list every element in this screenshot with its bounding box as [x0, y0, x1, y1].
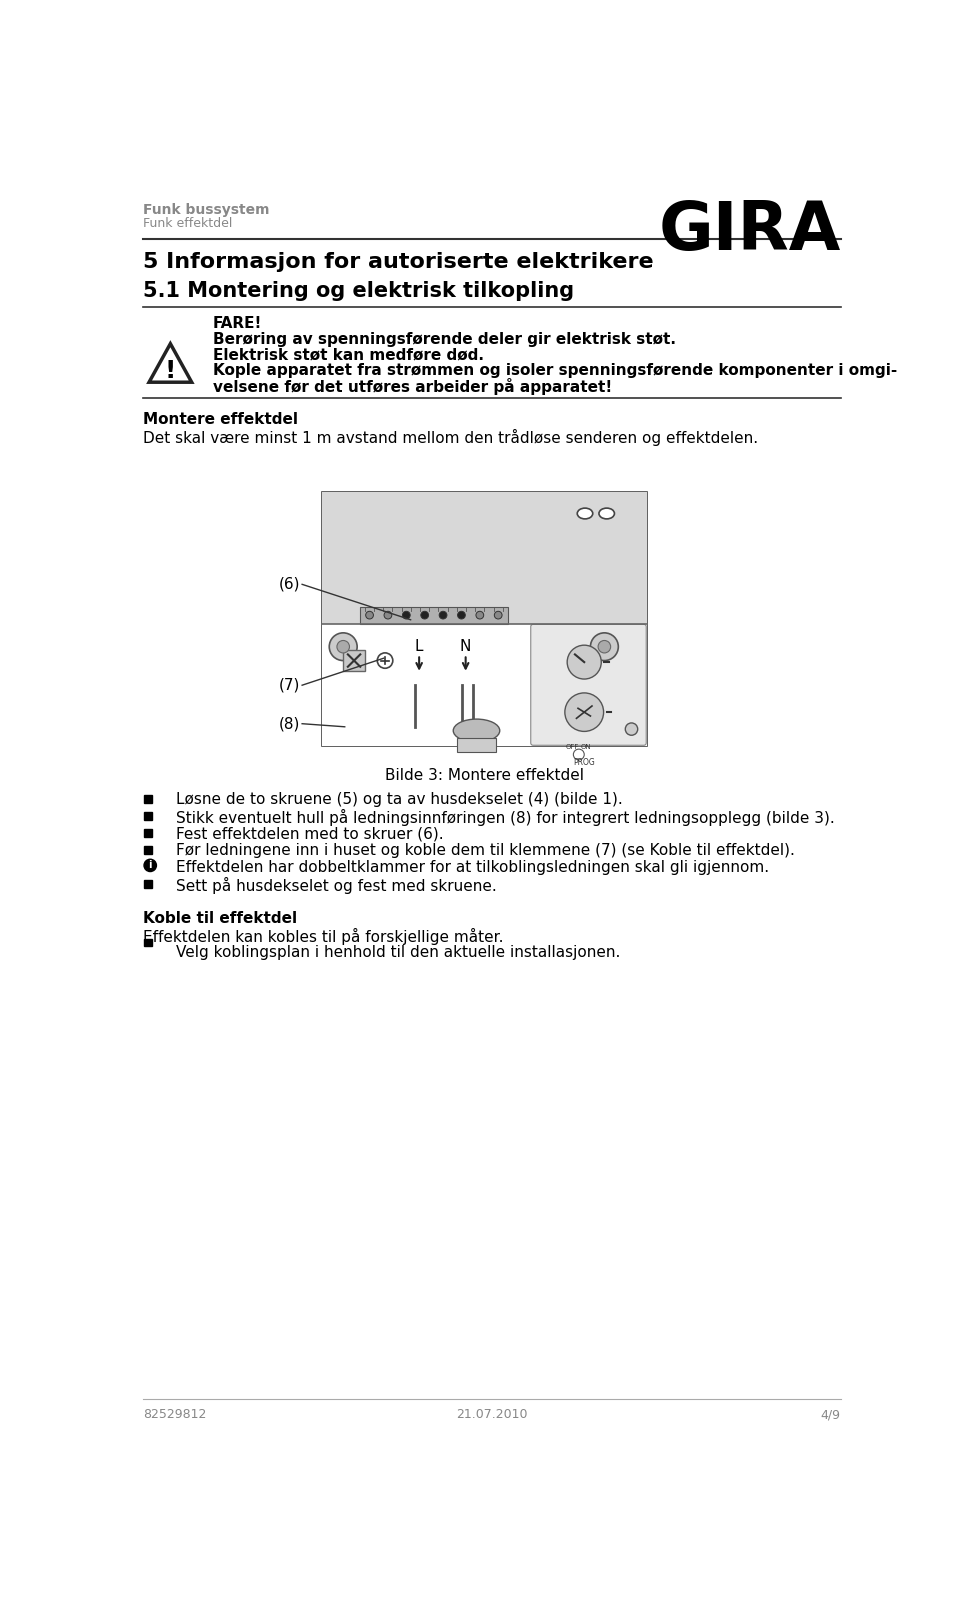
FancyBboxPatch shape: [322, 623, 647, 746]
Ellipse shape: [439, 612, 447, 620]
Circle shape: [144, 859, 156, 872]
Text: (7): (7): [278, 677, 300, 693]
Text: Før ledningene inn i huset og koble dem til klemmene (7) (se Koble til effektdel: Før ledningene inn i huset og koble dem …: [176, 843, 795, 858]
Text: L: L: [415, 639, 423, 655]
Text: Effektdelen har dobbeltklammer for at tilkoblingsledningen skal gli igjennom.: Effektdelen har dobbeltklammer for at ti…: [176, 861, 769, 875]
Ellipse shape: [366, 612, 373, 620]
Text: 21.07.2010: 21.07.2010: [456, 1409, 528, 1421]
Text: PROG: PROG: [573, 757, 595, 767]
Ellipse shape: [337, 640, 349, 653]
Ellipse shape: [590, 632, 618, 661]
Ellipse shape: [377, 653, 393, 668]
Ellipse shape: [402, 612, 410, 620]
Ellipse shape: [577, 508, 592, 519]
FancyBboxPatch shape: [144, 939, 152, 947]
Text: FARE!: FARE!: [213, 316, 262, 332]
FancyBboxPatch shape: [144, 829, 152, 837]
FancyBboxPatch shape: [531, 624, 646, 746]
Text: 5 Informasjon for autoriserte elektrikere: 5 Informasjon for autoriserte elektriker…: [143, 252, 654, 271]
Text: i: i: [149, 861, 152, 870]
FancyBboxPatch shape: [360, 607, 508, 623]
Ellipse shape: [494, 612, 502, 620]
FancyBboxPatch shape: [457, 738, 496, 752]
Ellipse shape: [384, 612, 392, 620]
Text: OFF: OFF: [565, 744, 579, 751]
Text: ON: ON: [581, 744, 591, 751]
Text: 4/9: 4/9: [821, 1409, 841, 1421]
Ellipse shape: [476, 612, 484, 620]
Text: Sett på husdekselet og fest med skruene.: Sett på husdekselet og fest med skruene.: [176, 877, 496, 894]
Text: 5.1 Montering og elektrisk tilkopling: 5.1 Montering og elektrisk tilkopling: [143, 281, 574, 300]
Text: Det skal være minst 1 m avstand mellom den trådløse senderen og effektdelen.: Det skal være minst 1 m avstand mellom d…: [143, 430, 758, 446]
Text: Funk bussystem: Funk bussystem: [143, 203, 270, 217]
Text: Berøring av spenningsførende deler gir elektrisk støt.: Berøring av spenningsførende deler gir e…: [213, 332, 676, 347]
Ellipse shape: [329, 632, 357, 661]
FancyBboxPatch shape: [144, 813, 152, 819]
FancyBboxPatch shape: [144, 846, 152, 854]
Ellipse shape: [599, 508, 614, 519]
FancyBboxPatch shape: [344, 650, 365, 671]
Text: Fest effektdelen med to skruer (6).: Fest effektdelen med to skruer (6).: [176, 826, 444, 842]
Text: Stikk eventuelt hull på ledningsinnføringen (8) for integrert ledningsopplegg (b: Stikk eventuelt hull på ledningsinnførin…: [176, 810, 834, 826]
Text: Kople apparatet fra strømmen og isoler spenningsførende komponenter i omgi-: Kople apparatet fra strømmen og isoler s…: [213, 363, 898, 377]
Text: Bilde 3: Montere effektdel: Bilde 3: Montere effektdel: [385, 768, 584, 783]
Text: (6): (6): [278, 577, 300, 592]
FancyBboxPatch shape: [144, 880, 152, 888]
Text: Koble til effektdel: Koble til effektdel: [143, 910, 298, 926]
Text: Montere effektdel: Montere effektdel: [143, 412, 299, 426]
Ellipse shape: [453, 719, 500, 743]
Ellipse shape: [573, 749, 585, 760]
Text: Velg koblingsplan i henhold til den aktuelle installasjonen.: Velg koblingsplan i henhold til den aktu…: [176, 945, 620, 960]
FancyBboxPatch shape: [322, 492, 647, 746]
Text: (8): (8): [278, 715, 300, 731]
Text: Elektrisk støt kan medføre død.: Elektrisk støt kan medføre død.: [213, 347, 484, 363]
Ellipse shape: [458, 612, 466, 620]
Ellipse shape: [567, 645, 601, 679]
Text: Effektdelen kan kobles til på forskjellige måter.: Effektdelen kan kobles til på forskjelli…: [143, 928, 504, 945]
FancyBboxPatch shape: [322, 492, 647, 623]
Ellipse shape: [420, 612, 428, 620]
Text: !: !: [165, 359, 176, 383]
Text: Løsne de to skruene (5) og ta av husdekselet (4) (bilde 1).: Løsne de to skruene (5) og ta av husdeks…: [176, 792, 622, 806]
Ellipse shape: [625, 723, 637, 735]
Ellipse shape: [598, 640, 611, 653]
Text: velsene før det utføres arbeider på apparatet!: velsene før det utføres arbeider på appa…: [213, 378, 612, 394]
Text: Funk effektdel: Funk effektdel: [143, 217, 232, 230]
Text: GIRA: GIRA: [659, 198, 841, 264]
FancyBboxPatch shape: [144, 795, 152, 803]
Text: N: N: [460, 639, 471, 655]
Ellipse shape: [564, 693, 604, 731]
Text: 82529812: 82529812: [143, 1409, 206, 1421]
